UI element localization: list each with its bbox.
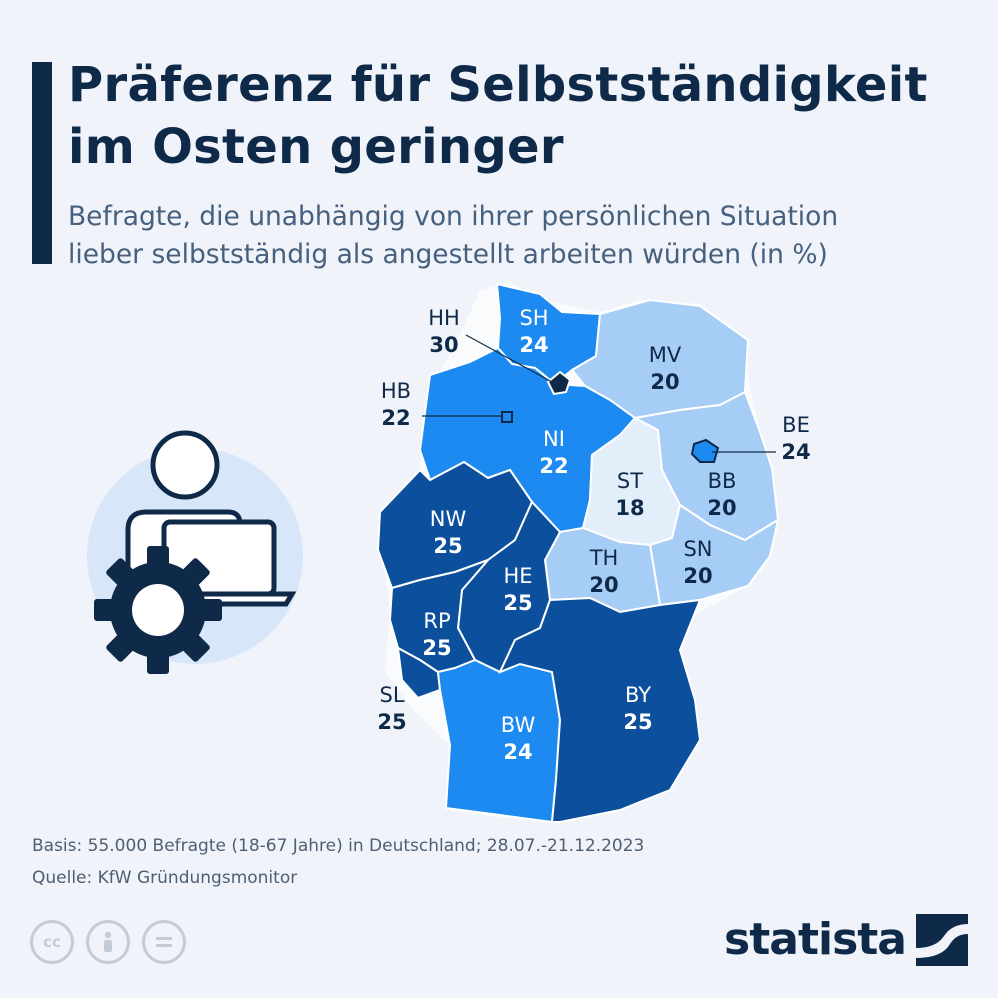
brand-wordmark: statista [724,914,907,965]
state-region-be [690,438,720,463]
worker-illustration [87,430,303,674]
subtitle-line-2: lieber selbstständig als angestellt arbe… [68,239,828,270]
state-region-hh [546,370,572,396]
statista-logo-icon [916,914,968,966]
gear-icon [94,546,222,674]
state-value-mv: 20 [650,370,679,394]
page-title: Präferenz für Selbstständigkeit im Osten… [68,54,928,178]
state-value-st: 18 [615,496,644,520]
no-derivatives-icon[interactable] [142,920,186,964]
state-value-sn: 20 [683,564,712,588]
state-code-hb: HB [381,379,411,403]
state-code-mv: MV [649,343,682,367]
state-code-sh: SH [519,306,548,330]
state-value-hh: 30 [429,333,458,357]
person-head-icon [150,430,220,500]
state-value-bw: 24 [503,740,532,764]
state-value-rp: 25 [422,636,451,660]
state-region-by [498,596,702,823]
state-code-be: BE [782,413,810,437]
state-code-he: HE [503,564,532,588]
cc-icon[interactable]: cc [30,920,74,964]
footer-source: Quelle: KfW Gründungsmonitor [32,868,298,888]
state-code-ni: NI [543,427,565,451]
state-value-bb: 20 [707,496,736,520]
state-region-sn [648,503,780,607]
state-code-rp: RP [423,609,450,633]
state-code-th: TH [589,546,619,570]
license-icons: cc [30,920,186,964]
state-region-bw [436,658,562,824]
state-code-bb: BB [708,469,737,493]
attribution-icon[interactable] [86,920,130,964]
state-code-by: BY [625,683,651,707]
accent-bar [32,62,52,264]
state-value-he: 25 [503,591,532,615]
state-value-sh: 24 [519,333,548,357]
state-value-ni: 22 [539,454,568,478]
state-value-nw: 25 [433,534,462,558]
state-value-by: 25 [623,710,652,734]
state-code-sn: SN [683,537,712,561]
state-region-hb [501,411,513,423]
state-value-th: 20 [589,573,618,597]
state-code-hh: HH [428,306,460,330]
statista-logo[interactable]: statista [724,914,968,966]
title-line-2: im Osten geringer [68,119,564,175]
leader-line-hh [465,334,553,383]
state-code-bw: BW [501,713,536,737]
state-value-be: 24 [781,440,810,464]
state-value-hb: 22 [381,406,410,430]
state-labels: SH 24 HH 30 MV 20 HB 22 NI 22 BE 24 ST 18 BB 20 NW 25 SN 20… [377,306,810,764]
state-code-sl: SL [379,683,404,707]
state-code-st: ST [617,469,643,493]
state-code-nw: NW [430,507,467,531]
footer-basis: Basis: 55.000 Befragte (18-67 Jahre) in … [32,836,645,856]
title-line-1: Präferenz für Selbstständigkeit [68,57,928,113]
subtitle: Befragte, die unabhängig von ihrer persö… [68,198,838,274]
state-value-sl: 25 [377,710,406,734]
subtitle-line-1: Befragte, die unabhängig von ihrer persö… [68,201,839,232]
